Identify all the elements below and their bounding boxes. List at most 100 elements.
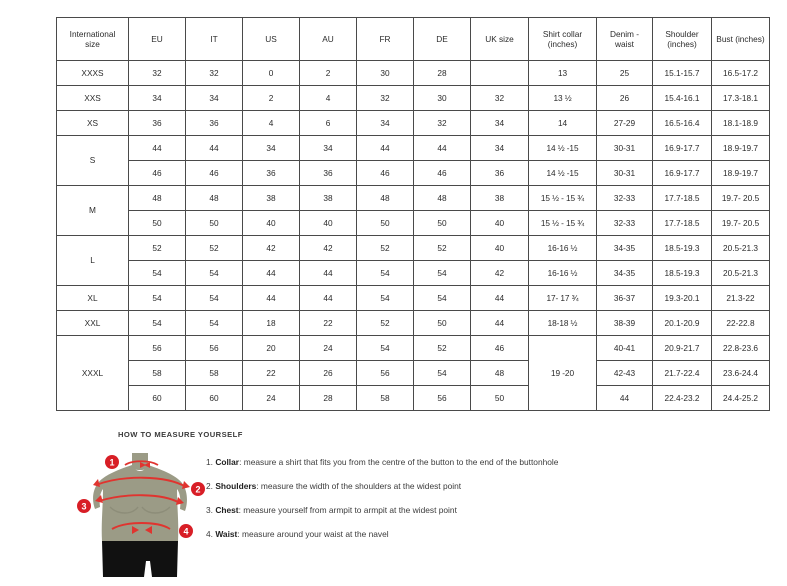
instruction-number: 2. [206, 480, 216, 491]
cell-shirt-collar: 14 ½ -15 [528, 160, 597, 186]
cell-denim: 30-31 [596, 160, 653, 186]
cell-au: 24 [299, 335, 357, 361]
cell-international-size: XXXS [56, 60, 129, 86]
chest-arrowhead-left [95, 495, 103, 503]
cell-shirt-collar: 15 ½ - 15 ¾ [528, 210, 597, 236]
cell-us: 0 [242, 60, 300, 86]
cell-bust: 20.5-21.3 [711, 235, 770, 261]
table-row: L 52 52 42 42 52 52 40 16-16 ½ 34-35 18.5-19.3 20.5… [56, 235, 770, 286]
chest-measure-arrow [98, 494, 181, 504]
cell-shirt-collar: 19 -20 [528, 335, 597, 411]
table-row: 50 50 40 40 50 50 40 15 ½ - 15 ¾ 32-33 17.7-18.5 1… [57, 210, 770, 236]
table-row: XL 54 54 44 44 54 54 44 17- 17 ¾ 36-37 19.3-20.1 21… [56, 285, 770, 311]
cell-denim: 34-35 [596, 235, 653, 261]
cell-bust: 24.4-25.2 [711, 385, 770, 411]
column-header-fr: FR [356, 17, 414, 61]
cell-denim: 42-43 [596, 360, 653, 386]
cell-de: 44 [413, 135, 471, 161]
header-line-1: Shirt collar [542, 28, 583, 39]
cell-denim: 25 [596, 60, 653, 86]
cell-it: 60 [185, 385, 243, 411]
cell-us: 44 [242, 260, 300, 286]
cell-denim: 40-41 [596, 335, 653, 361]
cell-international-size: XL [56, 285, 129, 311]
cell-it: 32 [185, 60, 243, 86]
waist-arrowhead-right [132, 526, 139, 534]
cell-eu: 52 [128, 235, 186, 261]
table-row: XXXL 56 56 20 24 54 52 46 19 -20 40-41 20.9-21.7 22… [56, 335, 770, 411]
cell-fr: 54 [356, 335, 414, 361]
cell-eu: 34 [128, 85, 186, 111]
cell-uk: 48 [470, 360, 529, 386]
cell-de: 54 [413, 285, 471, 311]
header-line-2: size [85, 39, 100, 49]
shoulders-arrowhead-left [93, 479, 100, 487]
cell-shirt-collar: 16-16 ½ [528, 235, 597, 261]
badge-4-circle [179, 524, 193, 538]
cell-international-size: L [56, 235, 129, 286]
chest-arrowhead-right [176, 497, 184, 505]
cell-it: 56 [185, 335, 243, 361]
cell-us: 20 [242, 335, 300, 361]
cell-bust: 18.9-19.7 [711, 135, 770, 161]
cell-denim: 34-35 [596, 260, 653, 286]
cell-eu: 48 [128, 185, 186, 211]
cell-denim: 44 [596, 385, 653, 411]
cell-shoulder: 20.1-20.9 [652, 310, 712, 336]
cell-de: 30 [413, 85, 471, 111]
cell-bust: 22.8-23.6 [711, 335, 770, 361]
how-to-measure-body: 1 2 3 4 1. Collar: measure a shirt that … [77, 445, 718, 586]
cell-de: 52 [413, 235, 471, 261]
instruction-text: : measure the width of the shoulders at … [256, 480, 462, 491]
header-line-1: International [69, 28, 116, 39]
cell-uk: 38 [470, 185, 529, 211]
cell-eu: 60 [128, 385, 186, 411]
cell-shoulder: 16.9-17.7 [652, 135, 712, 161]
cell-shoulder: 18.5-19.3 [652, 260, 712, 286]
cell-eu: 46 [128, 160, 186, 186]
cell-denim: 32-33 [596, 210, 653, 236]
cell-us: 4 [242, 110, 300, 136]
cell-uk: 34 [470, 110, 529, 136]
cell-de: 56 [413, 385, 471, 411]
how-to-measure-section: HOW TO MEASURE YOURSELF [77, 430, 718, 586]
cell-fr: 54 [356, 285, 414, 311]
cell-uk: 36 [470, 160, 529, 186]
badge-2-label: 2 [195, 485, 200, 495]
measure-instructions-list: 1. Collar: measure a shirt that fits you… [206, 457, 558, 553]
cell-eu: 54 [128, 285, 186, 311]
cell-it: 36 [185, 110, 243, 136]
cell-eu: 32 [128, 60, 186, 86]
cell-us: 38 [242, 185, 300, 211]
table-row: XXL 54 54 18 22 52 50 44 18-18 ½ 38-39 20.1-20.9 22… [56, 310, 770, 336]
cell-bust: 17.3-18.1 [711, 85, 770, 111]
cell-eu: 54 [128, 260, 186, 286]
instruction-text: : measure yourself from armpit to armpit… [238, 504, 457, 515]
cell-international-size: M [56, 185, 129, 236]
instruction-number: 1. [206, 457, 216, 467]
collar-measure-arrow [124, 460, 159, 466]
cell-fr: 54 [356, 260, 414, 286]
instruction-term: Waist [215, 528, 238, 539]
cell-au: 6 [299, 110, 357, 136]
cell-fr: 32 [356, 85, 414, 111]
pec-line-right [141, 506, 171, 514]
cell-eu: 36 [128, 110, 186, 136]
cell-fr: 48 [356, 185, 414, 211]
cell-shoulder: 19.3-20.1 [652, 285, 712, 311]
cell-shoulder: 21.7-22.4 [652, 360, 712, 386]
table-row: XXXS 32 32 0 2 30 28 13 25 15.1-15.7 16.5-17.2 [56, 60, 770, 86]
cell-bust: 16.5-17.2 [711, 60, 770, 86]
cell-au: 44 [299, 260, 357, 286]
cell-denim: 36-37 [596, 285, 653, 311]
cell-au: 28 [299, 385, 357, 411]
cell-denim: 32-33 [596, 185, 653, 211]
table-body: XXXS 32 32 0 2 30 28 13 25 15.1-15.7 16.5-17.2 XXS 3… [56, 60, 770, 411]
cell-eu: 54 [128, 310, 186, 336]
pec-line-left [109, 506, 139, 514]
instruction-text: : measure around your waist at the navel [237, 528, 389, 539]
column-header-eu: EU [128, 17, 186, 61]
cell-bust: 19.7- 20.5 [711, 210, 770, 236]
column-header-it: IT [185, 17, 243, 61]
table-row: 46 46 36 36 46 46 36 14 ½ -15 30-31 16.9-17.7 18.9… [57, 160, 770, 186]
